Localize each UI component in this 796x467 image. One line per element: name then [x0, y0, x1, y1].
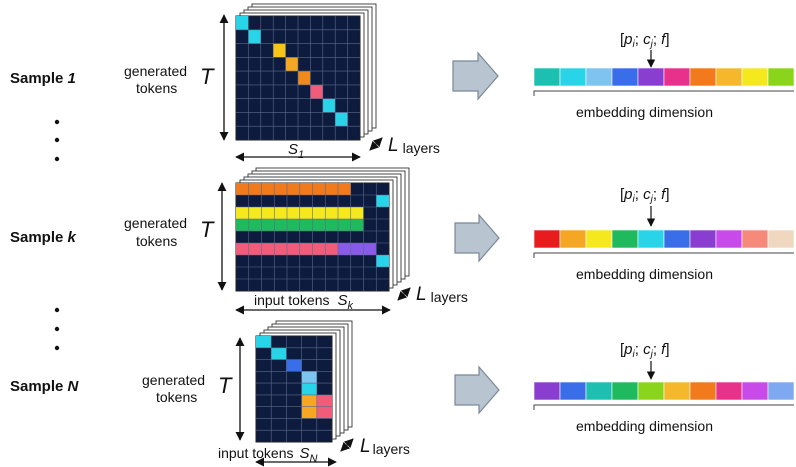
- embedding-cell: [767, 229, 795, 249]
- embedding-cell: [767, 67, 795, 87]
- sample-k-tokens-label: tokens: [136, 233, 177, 249]
- embedding-cell: [585, 229, 613, 249]
- sample-1-label: Sample 1: [10, 70, 76, 87]
- embedding-cell: [533, 229, 561, 249]
- sample-k-label: Sample k: [10, 229, 77, 246]
- attention-cell: [376, 255, 389, 267]
- embedding-cell: [559, 67, 587, 87]
- embedding-cell: [663, 229, 691, 249]
- attention-cell: [286, 359, 302, 372]
- embedding-cell: [611, 229, 639, 249]
- sample-k-input-tokens-label: input tokens Sk: [254, 292, 354, 312]
- embedding-cell: [689, 381, 717, 401]
- sample-n-label: Sample N: [10, 378, 80, 395]
- embedding-cell: [767, 381, 795, 401]
- embedding-cell: [611, 381, 639, 401]
- embedding-cell: [585, 67, 613, 87]
- embedding-cell: [715, 381, 743, 401]
- sample-k-L-arrow: [397, 287, 411, 301]
- sample-1-L-arrow: [369, 137, 383, 151]
- sample-n-T-label: T: [218, 373, 233, 398]
- attention-cell: [322, 98, 336, 113]
- sample-k-embedding-vector: [533, 229, 795, 249]
- attention-cell: [376, 195, 389, 207]
- embedding-cell: [533, 67, 561, 87]
- sample-n-block-arrow: [454, 365, 500, 415]
- sample-1-embedding-label: embedding dimension: [576, 104, 713, 120]
- sample-1-generated-label: generated: [124, 63, 187, 79]
- sample-n-L-arrow: [340, 438, 354, 452]
- sample-n-embedding-label: embedding dimension: [576, 418, 713, 434]
- sample-k-embedding-label: embedding dimension: [576, 266, 713, 282]
- embedding-cell: [663, 67, 691, 87]
- sample-k-formula: [pi; cj; f]: [620, 186, 670, 205]
- embedding-cell: [637, 381, 665, 401]
- sample-n-layer-stack: [255, 320, 353, 443]
- sample-n-formula: [pi; cj; f]: [620, 341, 670, 360]
- sample-k-T-label: T: [200, 217, 215, 242]
- attention-cell: [236, 183, 351, 195]
- sample-1-embedding-bracket: [533, 90, 794, 96]
- attention-cell: [236, 16, 249, 30]
- embedding-cell: [637, 229, 665, 249]
- embedding-cell: [533, 381, 561, 401]
- attention-cell: [301, 371, 317, 384]
- embedding-cell: [741, 229, 769, 249]
- embedding-cell: [559, 229, 587, 249]
- sample-n-embedding-bracket: [533, 404, 794, 410]
- sample-1-S-label: S1: [288, 141, 304, 161]
- sample-k-generated-label: generated: [124, 215, 187, 231]
- sample-1-tokens-label: tokens: [136, 80, 177, 96]
- attention-grid: [255, 335, 333, 443]
- sample-k-group: Sample k generated tokens T input tokens…: [10, 167, 795, 315]
- embedding-cell: [715, 67, 743, 87]
- attention-cell: [335, 112, 348, 127]
- sample-n-group: Sample N generated tokens T input tokens…: [10, 320, 795, 467]
- embedding-cell: [637, 67, 665, 87]
- embedding-cell: [559, 381, 587, 401]
- attention-cell: [301, 383, 317, 395]
- attention-cell: [310, 84, 323, 99]
- sample-1-formula: [pi; cj; f]: [620, 31, 670, 50]
- sample-n-generated-label: generated: [142, 372, 205, 388]
- embedding-cell: [715, 229, 743, 249]
- attention-cell: [338, 243, 377, 255]
- sample-1-embedding-vector: [533, 67, 795, 87]
- attention-cell: [285, 57, 298, 72]
- sample-k-block-arrow: [454, 213, 500, 263]
- attention-cell: [248, 29, 261, 44]
- sample-n-tokens-label: tokens: [156, 389, 197, 405]
- sample-1-layer-stack: [235, 3, 377, 141]
- attention-cell: [273, 43, 286, 58]
- sample-1-T-label: T: [200, 64, 215, 89]
- attention-cell: [316, 406, 332, 419]
- attention-cell: [271, 347, 287, 360]
- embedding-cell: [663, 381, 691, 401]
- embedding-cell: [611, 67, 639, 87]
- sample-k-embedding-bracket: [533, 252, 794, 258]
- embedding-cell: [741, 381, 769, 401]
- attention-cell: [298, 71, 311, 85]
- attention-cell: [301, 394, 317, 407]
- sample-n-input-tokens-label: input tokens SN: [218, 445, 318, 465]
- attention-cell: [256, 336, 272, 348]
- embedding-cell: [585, 381, 613, 401]
- ellipsis-bottom: [54, 307, 60, 351]
- ellipsis-top: [54, 119, 60, 162]
- sample-n-embedding-vector: [533, 381, 795, 401]
- sample-k-layer-stack: [235, 167, 410, 292]
- embedding-cell: [689, 67, 717, 87]
- sample-1-block-arrow: [452, 51, 499, 101]
- attention-cell: [316, 394, 332, 407]
- embedding-cell: [689, 229, 717, 249]
- attention-cell: [301, 406, 317, 419]
- embedding-cell: [741, 67, 769, 87]
